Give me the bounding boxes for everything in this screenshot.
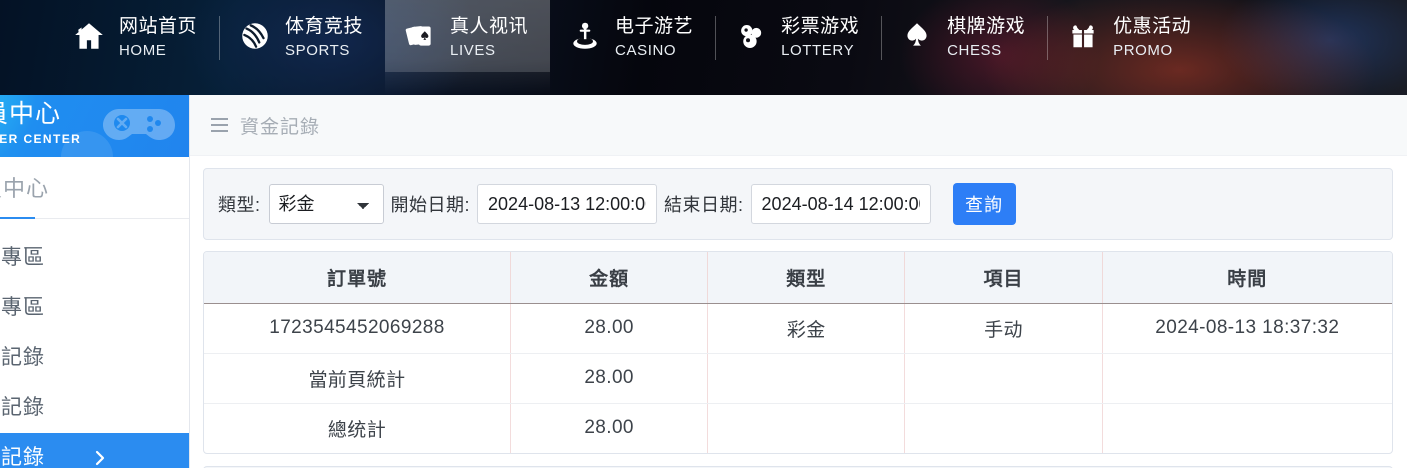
sidebar-header-title: 會員中心 [0,100,62,128]
cell-order-no: 1723545452069288 [204,303,511,354]
nav-item-home[interactable]: 网站首页 HOME [54,0,219,95]
sidebar-header-subtitle: MEMBER CENTER [0,131,82,146]
spade-icon [900,19,934,53]
nav-item-lottery[interactable]: 彩票游戏 LOTTERY [716,0,881,95]
cell-item: 手动 [904,303,1103,354]
nav-label-en: LIVES [450,41,496,59]
cell-order-no: 當前頁統計 [204,353,511,404]
column-header-amount: 金額 [510,252,709,304]
sidebar-item-label: 存款專區 [0,246,45,269]
gift-icon [1066,19,1100,53]
sidebar-item-withdraw-record[interactable]: 提現記錄 [0,383,189,433]
filter-bar: 類型: 彩金 開始日期: 結束日期: 查詢 [203,168,1393,240]
hamburger-menu-icon[interactable] [211,118,228,132]
sidebar-item-label: 取款專區 [0,296,45,319]
column-header-item: 項目 [904,252,1103,304]
table-row-grand-total: 總统計 28.00 [204,403,1392,453]
gamepad-icon [101,99,177,149]
nav-item-chess[interactable]: 棋牌游戏 CHESS [882,0,1047,95]
nav-label-en: LOTTERY [781,41,855,59]
cell-amount: 28.00 [510,403,709,453]
cell-item [904,353,1103,404]
cell-time [1102,403,1392,453]
nav-item-sports[interactable]: 体育竞技 SPORTS [220,0,385,95]
nav-divider [219,16,221,60]
nav-label-cn: 棋牌游戏 [947,15,1026,37]
nav-divider [881,16,883,60]
cell-order-no: 總统計 [204,403,511,453]
sidebar-item-label: 充值記錄 [0,346,45,369]
sidebar-tab-underline [0,217,35,219]
nav-label-cn: 彩票游戏 [781,15,860,37]
nav-label-cn: 体育竞技 [285,15,364,37]
sidebar-item-label: 提現記錄 [0,396,45,419]
nav-label-en: CASINO [615,41,677,59]
table-row: 1723545452069288 28.00 彩金 手动 2024-08-13 … [204,303,1392,354]
cell-type: 彩金 [707,303,906,354]
sidebar-item-fund-record[interactable]: 資金記錄 [0,433,189,468]
column-header-time: 時間 [1102,252,1392,304]
nav-label-cn: 网站首页 [119,15,198,37]
table-header-row: 訂單號 金額 類型 項目 時間 [204,252,1392,304]
end-date-label: 結束日期: [664,195,744,215]
cell-type [707,403,906,453]
nav-label-cn: 电子游艺 [615,15,694,37]
sidebar-tab-member-center[interactable]: 會員中心 [0,176,50,201]
start-date-input[interactable] [477,184,658,224]
home-icon [72,19,106,53]
balls-icon [734,19,768,53]
column-header-order-no: 訂單號 [204,252,511,304]
nav-label-en: CHESS [947,41,1002,59]
type-select[interactable]: 彩金 [268,184,384,224]
top-nav-items: 网站首页 HOME 体育竞技 SPORTS [0,0,1407,95]
top-navigation-bar: 网站首页 HOME 体育竞技 SPORTS [0,0,1407,95]
query-button[interactable]: 查詢 [952,183,1016,225]
sidebar-item-recharge-record[interactable]: 充值記錄 [0,333,189,383]
cell-amount: 28.00 [510,303,709,354]
ball-icon [238,19,272,53]
sidebar: 會員中心 MEMBER CENTER 會員中心 存款專區 取款專區 充值記錄 提… [0,95,190,468]
nav-label-en: HOME [119,41,167,59]
nav-item-lives[interactable]: 真人视讯 LIVES [385,0,551,95]
sidebar-menu: 存款專區 取款專區 充值記錄 提現記錄 資金記錄 [0,219,189,468]
nav-label-cn: 优惠活动 [1113,15,1192,37]
nav-label-cn: 真人视讯 [450,15,529,37]
content-area: 類型: 彩金 開始日期: 結束日期: 查詢 訂單號 金額 類型 [190,156,1407,468]
breadcrumb: 資金記錄 [240,116,321,138]
sidebar-header: 會員中心 MEMBER CENTER [0,95,189,157]
end-date-input[interactable] [750,184,931,224]
start-date-label: 開始日期: [390,195,471,215]
type-label: 類型: [218,195,261,215]
nav-item-casino[interactable]: 电子游艺 CASINO [550,0,715,95]
nav-divider [715,16,717,60]
cards-icon [403,19,437,53]
cell-time [1102,353,1392,404]
cell-time: 2024-08-13 18:37:32 [1102,303,1392,354]
cell-item [904,403,1103,453]
table-row-page-total: 當前頁統計 28.00 [204,353,1392,404]
sidebar-header-text: 會員中心 MEMBER CENTER [0,100,82,146]
nav-label-en: PROMO [1113,41,1173,59]
joystick-icon [568,19,602,53]
column-header-type: 類型 [707,252,906,304]
sidebar-item-deposit[interactable]: 存款專區 [0,233,189,283]
chevron-right-icon [94,433,107,468]
cell-type [707,353,906,404]
sidebar-item-withdraw[interactable]: 取款專區 [0,283,189,333]
nav-item-promo[interactable]: 优惠活动 PROMO [1048,0,1213,95]
table-body: 1723545452069288 28.00 彩金 手动 2024-08-13 … [204,303,1392,453]
nav-label-en: SPORTS [285,41,351,59]
sidebar-item-label: 資金記錄 [0,446,45,468]
records-table: 訂單號 金額 類型 項目 時間 1723545452069288 28.00 彩… [204,252,1392,453]
records-table-wrapper: 訂單號 金額 類型 項目 時間 1723545452069288 28.00 彩… [203,251,1393,454]
main-content: 資金記錄 類型: 彩金 開始日期: 結束日期: 查詢 訂單號 金額 [190,95,1407,468]
sidebar-tab-row: 會員中心 [0,157,189,219]
cell-amount: 28.00 [510,353,709,404]
breadcrumb-bar: 資金記錄 [190,95,1407,156]
nav-divider [1047,16,1049,60]
table-head: 訂單號 金額 類型 項目 時間 [204,252,1392,304]
